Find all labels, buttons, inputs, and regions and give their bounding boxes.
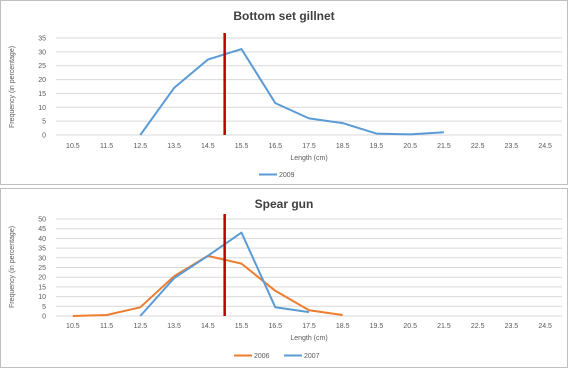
bottom-legend-label-2007: 2007 [304, 353, 320, 360]
top-y-tick-label: 35 [38, 36, 46, 43]
bottom-x-tick-label: 14.5 [201, 323, 215, 330]
top-y-axis-label: Frequency (in percentage) [9, 46, 16, 128]
top-x-tick-label: 23.5 [505, 143, 519, 150]
bottom-y-tick-label: 25 [38, 265, 46, 272]
top-x-tick-label: 12.5 [134, 143, 148, 150]
top-x-tick-label: 10.5 [66, 143, 80, 150]
top-x-tick-label: 22.5 [471, 143, 485, 150]
bottom-x-tick-label: 12.5 [134, 323, 148, 330]
top-chart-title: Bottom set gillnet [233, 9, 334, 23]
bottom-x-tick-label: 24.5 [538, 323, 552, 330]
bottom-y-tick-label: 15 [38, 284, 46, 291]
top-y-tick-label: 5 [42, 119, 46, 126]
bottom-x-tick-label: 15.5 [235, 323, 249, 330]
top-x-axis-label: Length (cm) [290, 155, 327, 162]
bottom-y-tick-label: 45 [38, 226, 46, 233]
top-x-tick-label: 19.5 [370, 143, 384, 150]
bottom-y-tick-label: 35 [38, 246, 46, 253]
top-series-line-2009 [139, 48, 444, 136]
top-legend-label-2009: 2009 [279, 172, 295, 179]
bottom-chart-title: Spear gun [255, 197, 314, 211]
bottom-x-tick-label: 19.5 [370, 323, 384, 330]
bottom-legend-label-2006: 2006 [254, 353, 270, 360]
top-x-tick-label: 17.5 [302, 143, 316, 150]
top-x-tick-label: 24.5 [538, 143, 552, 150]
bottom-x-tick-label: 21.5 [437, 323, 451, 330]
bottom-x-tick-label: 17.5 [302, 323, 316, 330]
panel-frame-bottom [0, 188, 568, 368]
top-x-tick-label: 13.5 [167, 143, 181, 150]
bottom-y-tick-label: 20 [38, 275, 46, 282]
bottom-x-tick-label: 22.5 [471, 323, 485, 330]
top-y-tick-label: 20 [38, 77, 46, 84]
top-x-tick-label: 16.5 [268, 143, 282, 150]
bottom-x-tick-label: 23.5 [505, 323, 519, 330]
bottom-series-line-2006 [72, 254, 343, 317]
bottom-x-tick-label: 16.5 [268, 323, 282, 330]
top-x-tick-label: 20.5 [403, 143, 417, 150]
bottom-y-tick-label: 50 [38, 217, 46, 224]
top-y-tick-label: 10 [38, 105, 46, 112]
bottom-x-axis-label: Length (cm) [290, 335, 327, 342]
bottom-y-tick-label: 40 [38, 236, 46, 243]
panel-frame-top [0, 0, 568, 185]
top-y-tick-label: 0 [42, 133, 46, 140]
bottom-x-tick-label: 20.5 [403, 323, 417, 330]
bottom-x-tick-label: 11.5 [100, 323, 113, 330]
bottom-x-tick-label: 10.5 [66, 323, 80, 330]
bottom-y-axis-label: Frequency (in percentage) [9, 226, 16, 308]
top-x-tick-label: 11.5 [100, 143, 113, 150]
top-y-tick-label: 25 [38, 63, 46, 70]
top-y-tick-label: 30 [38, 49, 46, 56]
bottom-y-tick-label: 0 [42, 314, 46, 321]
top-x-tick-label: 21.5 [437, 143, 451, 150]
bottom-y-tick-label: 5 [42, 304, 46, 311]
top-x-tick-label: 15.5 [235, 143, 249, 150]
bottom-y-tick-label: 30 [38, 255, 46, 262]
top-y-tick-label: 15 [38, 91, 46, 98]
bottom-x-tick-label: 18.5 [336, 323, 350, 330]
bottom-y-tick-label: 10 [38, 294, 46, 301]
top-x-tick-label: 18.5 [336, 143, 350, 150]
top-x-tick-label: 14.5 [201, 143, 215, 150]
bottom-x-tick-label: 13.5 [167, 323, 181, 330]
